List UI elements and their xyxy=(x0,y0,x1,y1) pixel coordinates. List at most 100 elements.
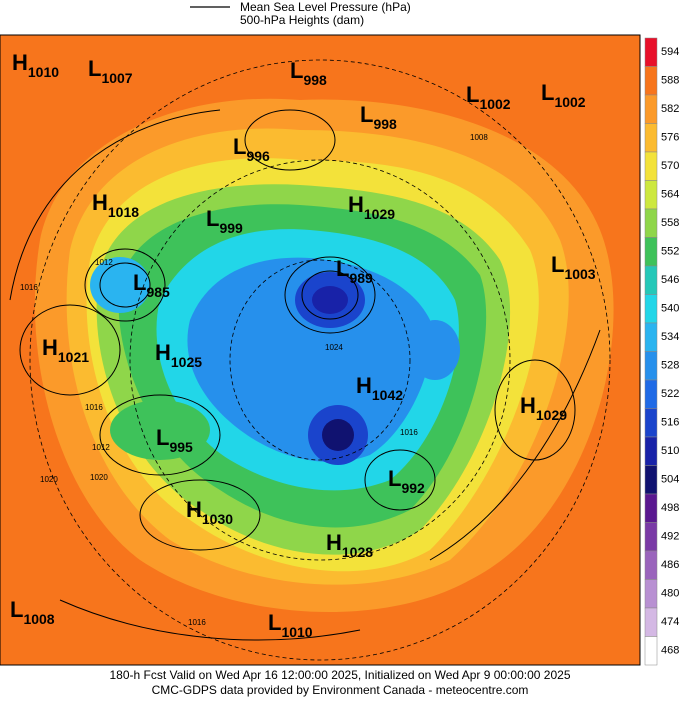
isobar xyxy=(19,304,121,396)
pressure-center: L985 xyxy=(133,270,170,300)
isobar xyxy=(99,394,221,476)
pressure-center: L995 xyxy=(156,425,193,455)
center-type: H xyxy=(186,497,202,522)
pressure-center: L1010 xyxy=(268,610,313,640)
map-frame xyxy=(0,34,641,666)
colorbar-swatch xyxy=(644,151,658,181)
colorbar-label: 480 xyxy=(661,588,679,600)
pressure-center: H1029 xyxy=(520,393,567,423)
isobar-label: 1016 xyxy=(188,618,206,627)
center-value: 1003 xyxy=(564,266,595,282)
colorbar-swatch xyxy=(644,436,658,466)
center-type: H xyxy=(520,393,536,418)
colorbar-label: 534 xyxy=(661,331,679,343)
colorbar-label: 522 xyxy=(661,388,679,400)
center-type: H xyxy=(348,192,364,217)
legend-text: Mean Sea Level Pressure (hPa) xyxy=(240,0,411,14)
pressure-center: H1042 xyxy=(356,373,403,403)
height-field xyxy=(322,419,354,451)
colorbar-label: 474 xyxy=(661,616,679,628)
pressure-center: H1028 xyxy=(326,530,373,560)
pressure-center: L998 xyxy=(360,102,397,132)
footer-text: CMC-GDPS data provided by Environment Ca… xyxy=(152,683,529,697)
center-type: L xyxy=(336,256,349,281)
pressure-center: H1018 xyxy=(92,190,139,220)
colorbar-swatch xyxy=(644,94,658,124)
colorbar-swatch xyxy=(644,237,658,267)
latitude-circle xyxy=(29,59,611,661)
isobar-label: 1020 xyxy=(90,473,108,482)
center-value: 998 xyxy=(303,72,327,88)
center-type: L xyxy=(466,82,479,107)
pressure-center: L989 xyxy=(336,256,373,286)
center-value: 995 xyxy=(169,439,193,455)
center-value: 999 xyxy=(219,220,243,236)
isobar-label: 1016 xyxy=(85,403,103,412)
colorbar-swatch xyxy=(644,579,658,609)
footer-text: 180-h Fcst Valid on Wed Apr 16 12:00:00 … xyxy=(110,668,571,682)
isobar xyxy=(301,270,359,320)
colorbar-label: 468 xyxy=(661,645,679,657)
pressure-center: L996 xyxy=(233,134,270,164)
center-type: H xyxy=(12,50,28,75)
colorbar-swatch xyxy=(644,493,658,523)
isobar-label: 1012 xyxy=(92,443,110,452)
isobar xyxy=(244,109,336,171)
colorbar-label: 540 xyxy=(661,303,679,315)
center-value: 1002 xyxy=(554,94,585,110)
center-value: 1008 xyxy=(23,611,54,627)
pressure-center: L992 xyxy=(388,466,425,496)
pressure-center: L1008 xyxy=(10,597,55,627)
colorbar-swatch xyxy=(644,636,658,666)
pressure-center: L1002 xyxy=(466,82,511,112)
isobar xyxy=(494,359,576,461)
colorbar-swatch xyxy=(644,465,658,495)
center-value: 1002 xyxy=(479,96,510,112)
center-value: 1029 xyxy=(364,206,395,222)
colorbar-swatch xyxy=(644,351,658,381)
center-type: L xyxy=(88,56,101,81)
height-field xyxy=(187,257,432,462)
colorbar-swatch xyxy=(644,379,658,409)
isobar-label: 1020 xyxy=(40,475,58,484)
isobar xyxy=(364,449,436,511)
pressure-center: H1029 xyxy=(348,192,395,222)
center-value: 1007 xyxy=(101,70,132,86)
colorbar-label: 552 xyxy=(661,246,679,258)
center-type: H xyxy=(92,190,108,215)
colorbar-label: 570 xyxy=(661,160,679,172)
colorbar-label: 516 xyxy=(661,417,679,429)
colorbar-swatch xyxy=(644,37,658,67)
center-type: L xyxy=(133,270,146,295)
colorbar-label: 594 xyxy=(661,46,679,58)
pressure-center: L999 xyxy=(206,206,243,236)
colorbar-label: 528 xyxy=(661,360,679,372)
center-type: L xyxy=(551,252,564,277)
map xyxy=(0,34,641,666)
pressure-center: L998 xyxy=(290,58,327,88)
isobar xyxy=(59,599,361,641)
legend-text: 500-hPa Heights (dam) xyxy=(240,13,364,27)
isobar xyxy=(84,248,166,322)
colorbar-label: 510 xyxy=(661,445,679,457)
colorbar-label: 588 xyxy=(661,75,679,87)
center-type: H xyxy=(326,530,342,555)
center-value: 1030 xyxy=(202,511,233,527)
center-type: L xyxy=(206,206,219,231)
colorbar-label: 504 xyxy=(661,474,679,486)
center-value: 1021 xyxy=(58,349,89,365)
height-field xyxy=(90,257,150,313)
center-type: L xyxy=(388,466,401,491)
center-type: L xyxy=(541,80,554,105)
pressure-center: L1003 xyxy=(551,252,596,282)
colorbar-label: 492 xyxy=(661,531,679,543)
center-value: 985 xyxy=(146,284,170,300)
colorbar-swatch xyxy=(644,208,658,238)
colorbar-label: 582 xyxy=(661,103,679,115)
colorbar-swatch xyxy=(644,522,658,552)
colorbar-swatch xyxy=(644,123,658,153)
center-type: L xyxy=(10,597,23,622)
isobar-label: 1024 xyxy=(325,343,343,352)
colorbar-swatch xyxy=(644,408,658,438)
center-value: 996 xyxy=(246,148,270,164)
